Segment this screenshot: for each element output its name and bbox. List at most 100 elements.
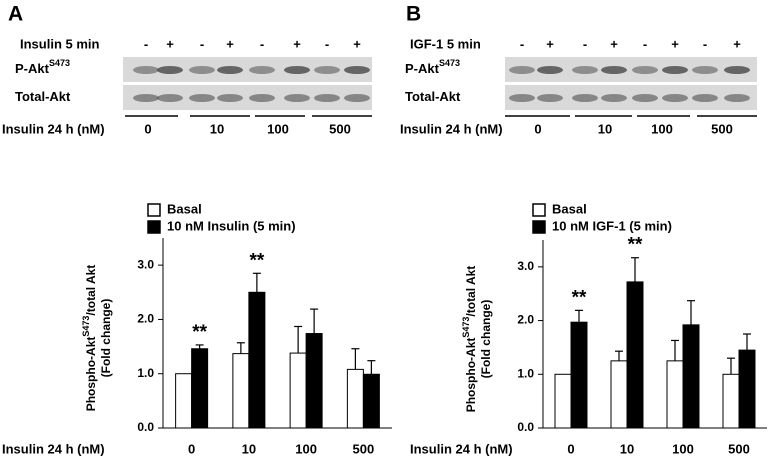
blot-row-label: Total-Akt <box>15 89 71 104</box>
y-axis-label: Phospho-AktS473/total Akt <box>461 266 478 413</box>
row-text: P-Akt <box>15 61 50 76</box>
blot-band <box>601 94 627 102</box>
y-tick-label: 3.0 <box>517 259 534 273</box>
y-axis-label-line2: (Fold change) <box>99 299 113 378</box>
lane-sign: - <box>583 36 587 51</box>
lane-sign: - <box>260 36 264 51</box>
blot-band <box>157 94 183 102</box>
y-tick-label: 0.0 <box>137 420 154 434</box>
dose-value: 500 <box>711 121 733 136</box>
x-tick-label: 100 <box>672 441 694 456</box>
lane-sign: - <box>144 36 148 51</box>
blot-row-label: P-AktS473 <box>405 58 460 76</box>
blot-band <box>632 66 658 74</box>
bar <box>346 368 364 429</box>
y-label-rest: /total Akt <box>464 266 478 317</box>
x-tick-label: 0 <box>567 441 574 456</box>
blot-band <box>537 66 563 74</box>
x-tick-label: 500 <box>353 441 375 456</box>
dose-value: 100 <box>651 121 673 136</box>
bar <box>722 373 740 429</box>
blot-band <box>133 94 159 102</box>
blot-band <box>724 66 750 74</box>
bar <box>232 353 250 429</box>
panel-letter: B <box>406 3 421 26</box>
lane-sign: + <box>546 36 554 51</box>
lane-sign: - <box>325 36 329 51</box>
bar <box>626 281 644 429</box>
bar <box>554 373 572 429</box>
blot-band <box>572 66 598 74</box>
row-text: Total-Akt <box>405 89 461 104</box>
dose-value: 500 <box>329 121 351 136</box>
lane-sign: - <box>520 36 524 51</box>
legend-label: 10 nM Insulin (5 min) <box>167 218 296 233</box>
lane-sign: - <box>703 36 707 51</box>
blot-band <box>249 66 275 74</box>
blot-band <box>189 94 215 102</box>
legend-swatch <box>147 203 161 217</box>
blot-band <box>217 66 243 74</box>
blot-band <box>601 66 627 74</box>
bar <box>305 333 323 429</box>
blot-band <box>344 66 370 74</box>
dose-value: 0 <box>144 121 151 136</box>
dose-value: 10 <box>210 121 224 136</box>
blot-band <box>157 66 183 74</box>
bar <box>175 373 193 429</box>
blot-band <box>572 94 598 102</box>
y-axis-label-line2: (Fold change) <box>479 300 493 379</box>
x-tick-label: 100 <box>295 441 317 456</box>
lane-sign: + <box>733 36 741 51</box>
blot-band <box>692 94 718 102</box>
blot-band <box>314 66 340 74</box>
bar <box>738 349 756 429</box>
bar <box>610 360 628 429</box>
blot-band <box>344 94 370 102</box>
x-tick-label: 10 <box>620 441 634 456</box>
blot-band <box>509 94 535 102</box>
y-tick-label: 1.0 <box>137 366 154 380</box>
blot-band <box>189 66 215 74</box>
row-sup: S473 <box>439 58 460 68</box>
lane-sign: - <box>200 36 204 51</box>
lane-sign: + <box>671 36 679 51</box>
legend-swatch <box>532 220 546 234</box>
blot-band <box>314 94 340 102</box>
bar <box>191 348 209 429</box>
blot-row-label: Total-Akt <box>405 89 461 104</box>
y-tick-label: 3.0 <box>137 257 154 271</box>
bar <box>362 373 380 429</box>
treatment-label: Insulin 5 min <box>20 36 100 51</box>
dose-value: 100 <box>267 121 289 136</box>
bar <box>248 291 266 429</box>
blot-band <box>249 94 275 102</box>
y-label-sup: S473 <box>81 316 91 337</box>
blot-row-label: P-AktS473 <box>15 58 70 76</box>
dose-value: 10 <box>598 121 612 136</box>
blot-band <box>662 66 688 74</box>
y-label-sup: S473 <box>461 317 471 338</box>
dose-label: Insulin 24 h (nM) <box>2 121 105 136</box>
x-tick-label: 10 <box>242 441 256 456</box>
x-tick-label: 0 <box>188 441 195 456</box>
legend-swatch <box>147 220 161 234</box>
y-axis-label: Phospho-AktS473/total Akt <box>81 265 98 412</box>
significance: ** <box>249 250 264 271</box>
lane-sign: + <box>293 36 301 51</box>
lane-sign: + <box>610 36 618 51</box>
dose-value: 0 <box>534 121 541 136</box>
blot-band <box>662 94 688 102</box>
lane-sign: + <box>226 36 234 51</box>
bar <box>289 352 307 429</box>
blot-band <box>284 66 310 74</box>
legend-label: 10 nM IGF-1 (5 min) <box>552 218 672 233</box>
blot-band <box>537 94 563 102</box>
row-text: Total-Akt <box>15 89 71 104</box>
significance: ** <box>572 287 587 308</box>
row-sup: S473 <box>49 58 70 68</box>
bar <box>682 324 700 429</box>
row-text: P-Akt <box>405 61 440 76</box>
y-label-main: Phospho-Akt <box>84 337 98 412</box>
x-axis-label: Insulin 24 h (nM) <box>2 441 105 456</box>
